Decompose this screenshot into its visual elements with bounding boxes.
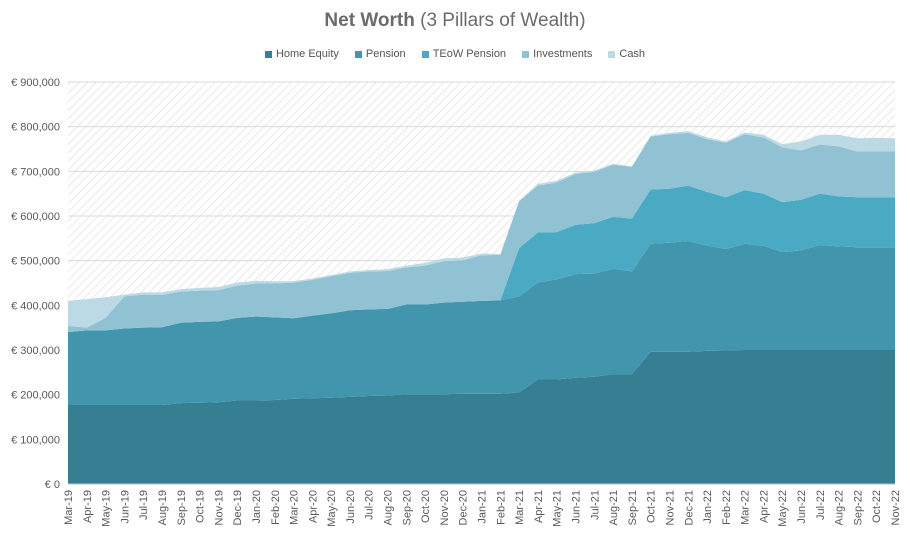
x-axis: Mar-19 Apr-19 May-19 Jun-19 Jul-19 Aug-19 Sep-… [63, 483, 902, 527]
y-tick-label: € 400,000 [11, 300, 60, 312]
x-tick-label: Sep-19 [176, 490, 188, 525]
x-tick-label: Feb-20 [270, 490, 282, 525]
chart-title-main: Net Worth [324, 10, 415, 31]
y-tick-label: € 100,000 [11, 434, 60, 446]
x-tick-label: Jan-20 [251, 490, 263, 524]
legend-label: Home Equity [275, 48, 339, 60]
y-tick-label: € 700,000 [11, 166, 60, 178]
x-tick-label: Nov-21 [664, 490, 676, 525]
legend-label: Pension [365, 48, 406, 60]
x-tick-label: Aug-22 [834, 490, 846, 525]
legend-swatch [354, 50, 362, 58]
x-tick-label: Jul-22 [815, 490, 827, 520]
x-tick-label: Mar-20 [289, 490, 301, 525]
x-tick-label: Jun-22 [796, 490, 808, 524]
x-tick-label: Dec-19 [232, 490, 244, 525]
area-series-home-equity [68, 350, 895, 484]
x-tick-label: Feb-22 [721, 490, 733, 525]
legend-swatch [264, 50, 272, 58]
x-tick-label: Jan-21 [477, 490, 489, 524]
y-tick-label: € 800,000 [11, 122, 60, 134]
x-tick-label: Jul-19 [138, 490, 150, 520]
y-tick-label: € 300,000 [11, 345, 60, 357]
chart-title-sub: (3 Pillars of Wealth) [420, 10, 586, 31]
y-tick-label: € 900,000 [11, 77, 60, 89]
area-series-pension [68, 241, 895, 405]
legend-swatch [421, 50, 429, 58]
area-series-investments [68, 132, 895, 333]
x-tick-label: Apr-22 [758, 490, 770, 523]
legend-item-cash: Cash [608, 48, 645, 60]
x-tick-label: May-20 [326, 490, 338, 527]
x-tick-label: May-21 [552, 490, 564, 527]
x-tick-label: Oct-19 [195, 490, 207, 523]
x-tick-label: Aug-19 [157, 490, 169, 525]
x-tick-label: Apr-21 [533, 490, 545, 523]
legend-label: TEoW Pension [432, 48, 507, 60]
x-tick-label: Aug-21 [608, 490, 620, 525]
legend-item-teow-pension: TEoW Pension [421, 48, 507, 60]
legend-item-home-equity: Home Equity [264, 48, 339, 60]
x-tick-label: Mar-21 [514, 490, 526, 525]
x-tick-label: Nov-22 [890, 490, 902, 525]
x-tick-label: Jan-22 [702, 490, 714, 524]
x-tick-label: Oct-20 [420, 490, 432, 523]
legend-label: Investments [533, 48, 593, 60]
x-tick-label: Nov-20 [439, 490, 451, 525]
y-tick-label: € 500,000 [11, 256, 60, 268]
x-tick-label: Mar-19 [63, 490, 75, 525]
x-tick-label: Dec-20 [458, 490, 470, 525]
x-tick-label: Apr-20 [307, 490, 319, 523]
x-tick-label: Sep-21 [627, 490, 639, 525]
y-tick-label: € 0 [45, 479, 60, 491]
x-tick-label: Mar-22 [740, 490, 752, 525]
x-tick-label: Aug-20 [383, 490, 395, 525]
x-tick-label: Sep-22 [852, 490, 864, 525]
x-tick-label: Feb-21 [495, 490, 507, 525]
x-tick-label: Apr-19 [82, 490, 94, 523]
chart-legend: Home Equity Pension TEoW Pension Investment… [0, 48, 910, 60]
x-tick-label: Jul-21 [589, 490, 601, 520]
x-tick-label: Oct-21 [646, 490, 658, 523]
legend-item-investments: Investments [522, 48, 592, 60]
x-tick-label: Sep-20 [401, 490, 413, 525]
legend-item-pension: Pension [354, 48, 406, 60]
x-tick-label: Jul-20 [364, 490, 376, 520]
legend-swatch [522, 50, 530, 58]
x-tick-label: May-19 [101, 490, 113, 527]
x-tick-label: Dec-21 [683, 490, 695, 525]
area-series-teow-pension [68, 185, 895, 333]
y-tick-label: € 200,000 [11, 390, 60, 402]
stacked-areas [68, 131, 895, 484]
legend-label: Cash [619, 48, 646, 60]
y-axis: € 0 € 100,000 € 200,000 € 300,000 € 400,000 €… [11, 77, 60, 491]
x-tick-label: Jun-21 [570, 490, 582, 524]
x-tick-label: Nov-19 [213, 490, 225, 525]
legend-swatch [608, 50, 616, 58]
x-tick-label: Jun-19 [119, 490, 131, 524]
chart-title: Net Worth (3 Pillars of Wealth) [0, 10, 910, 32]
x-tick-label: Jun-20 [345, 490, 357, 524]
y-tick-label: € 600,000 [11, 211, 60, 223]
x-tick-label: Oct-22 [871, 490, 883, 523]
x-tick-label: May-22 [777, 490, 789, 527]
